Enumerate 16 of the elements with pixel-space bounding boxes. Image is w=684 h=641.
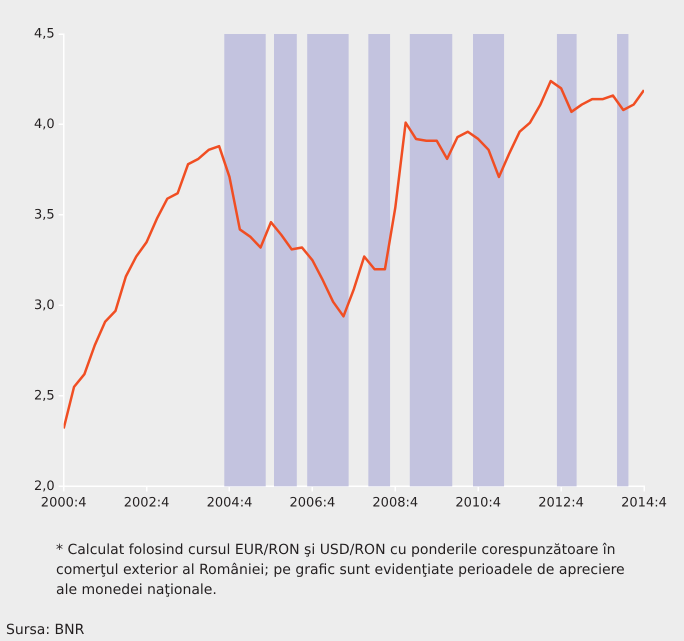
y-tick-label: 3,5 bbox=[34, 207, 55, 222]
y-tick-label: 2,5 bbox=[34, 388, 55, 404]
y-tick-label: 3,0 bbox=[34, 298, 55, 313]
x-tick-label: 2010:4 bbox=[455, 496, 502, 511]
text: * Calculat folosind cursul EUR/RON şi USD/RON cu ponderile corespunzătoare în comerţul exterior al României; pe grafic sunt evidenţiate perioadele de apreciere ale monedei naţionale. bbox=[56, 541, 626, 600]
y-tick-label: 4,0 bbox=[34, 116, 55, 132]
x-tick-label: 2000:4 bbox=[40, 496, 87, 511]
x-tick-label: 2008:4 bbox=[372, 496, 418, 511]
x-tick-label: 2002:4 bbox=[124, 496, 170, 511]
text: Sursa: BNR bbox=[6, 622, 84, 638]
y-tick-label: 2,0 bbox=[34, 478, 55, 494]
y-tick-label: 4,5 bbox=[34, 26, 55, 42]
x-tick-label: 2012:4 bbox=[538, 496, 584, 511]
x-tick-label: 2004:4 bbox=[206, 496, 252, 511]
x-tick-label: 2014:4 bbox=[621, 496, 667, 511]
x-tick-label: 2006:4 bbox=[290, 496, 336, 511]
